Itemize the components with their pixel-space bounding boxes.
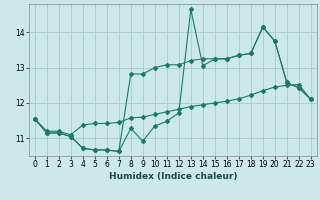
X-axis label: Humidex (Indice chaleur): Humidex (Indice chaleur) — [108, 172, 237, 181]
